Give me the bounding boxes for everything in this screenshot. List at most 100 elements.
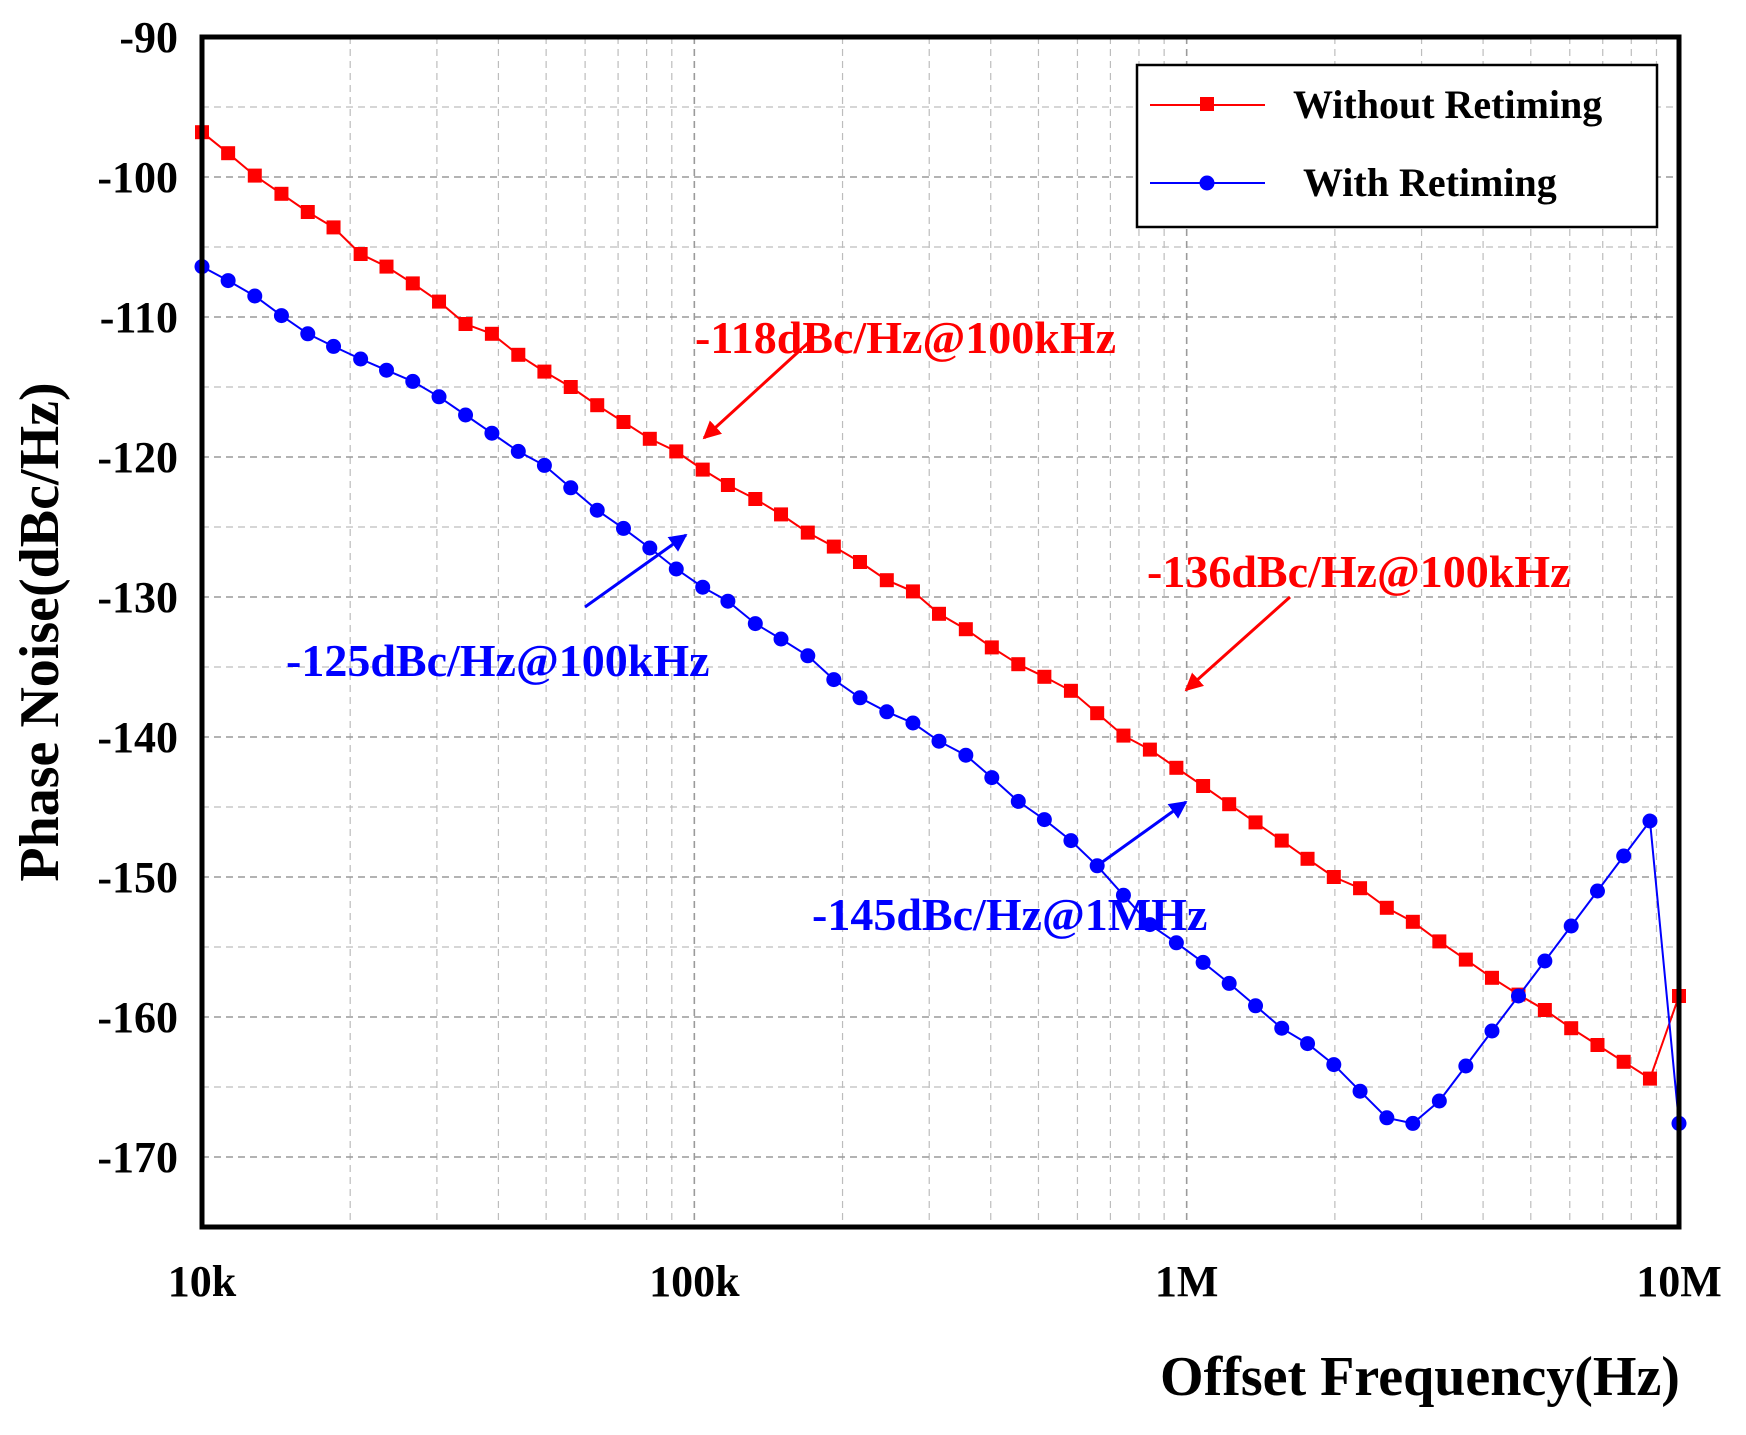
y-tick-label: -170: [97, 1133, 178, 1182]
data-point: [326, 338, 342, 354]
data-point: [1063, 683, 1078, 698]
data-point: [1432, 934, 1447, 949]
data-point: [563, 380, 578, 394]
y-tick-label: -110: [100, 293, 178, 342]
data-point: [826, 672, 842, 688]
data-point: [300, 205, 315, 219]
data-point: [800, 648, 816, 664]
data-point: [1115, 887, 1131, 903]
data-point: [1537, 953, 1553, 969]
data-point: [484, 326, 499, 341]
data-point: [1510, 988, 1526, 1004]
data-point: [720, 478, 735, 492]
y-tick-label: -160: [97, 993, 178, 1042]
y-tick-label: -120: [97, 433, 178, 482]
data-point: [458, 407, 474, 423]
data-point: [300, 326, 316, 342]
x-tick-label: 100k: [649, 1257, 740, 1306]
data-point: [220, 273, 236, 289]
data-point: [247, 288, 263, 304]
data-point: [958, 622, 973, 637]
data-point: [852, 690, 868, 706]
annotation-blue-1m: -145dBc/Hz@1MHz: [812, 889, 1207, 940]
data-point: [1537, 1003, 1552, 1017]
data-point: [1352, 1083, 1368, 1099]
data-point: [432, 294, 447, 309]
data-point: [879, 704, 895, 720]
data-point: [1642, 813, 1658, 829]
data-point: [590, 398, 605, 413]
annotation-arrow-blue-100k: [584, 533, 688, 609]
data-point: [1405, 1115, 1421, 1131]
data-point: [668, 561, 684, 577]
data-point: [1274, 1020, 1290, 1036]
data-point: [1010, 793, 1026, 809]
data-point: [616, 415, 631, 429]
data-point: [905, 584, 920, 599]
annotation-arrow-red-1m: [1184, 595, 1291, 692]
data-point: [1300, 851, 1315, 866]
data-point: [984, 770, 1000, 786]
annotation-arrow-red-100k: [702, 341, 810, 440]
data-point: [1564, 1021, 1579, 1036]
data-point: [642, 540, 658, 556]
data-point: [774, 507, 789, 522]
data-point: [1168, 935, 1184, 951]
annotation-red-100k: -118dBc/Hz@100kHz: [695, 312, 1116, 363]
annotation-arrow-blue-1m: [1093, 800, 1188, 870]
data-point: [931, 733, 947, 749]
legend-label-with-retiming: With Retiming: [1303, 160, 1557, 205]
data-point: [221, 146, 236, 161]
data-point: [958, 747, 974, 763]
data-point: [405, 276, 420, 291]
annotation-red-1m: -136dBc/Hz@100kHz: [1147, 546, 1571, 597]
data-point: [458, 317, 473, 331]
data-point: [984, 640, 999, 655]
data-point: [1563, 918, 1579, 934]
annotation-blue-100k: -125dBc/Hz@100kHz: [286, 635, 710, 686]
data-point: [537, 364, 552, 379]
y-tick-label: -130: [97, 573, 178, 622]
data-point: [1642, 1071, 1657, 1086]
data-point: [484, 425, 500, 441]
data-point: [1011, 657, 1026, 672]
data-point: [589, 502, 605, 518]
legend: Without Retiming With Retiming: [1135, 63, 1659, 229]
legend-marker-with-retiming: [1199, 175, 1215, 191]
data-point: [1037, 669, 1052, 684]
data-point: [563, 480, 579, 496]
data-point: [510, 443, 526, 459]
data-point: [1326, 1057, 1342, 1073]
data-point: [720, 593, 736, 609]
data-point: [642, 431, 657, 446]
series-layer: [194, 125, 1687, 1131]
x-tick-label: 10M: [1636, 1257, 1722, 1306]
plot-frame: [199, 34, 1682, 1230]
data-point: [1379, 1110, 1395, 1126]
data-point: [1405, 914, 1420, 929]
data-point: [615, 520, 631, 536]
data-point: [379, 259, 394, 274]
data-point: [1196, 779, 1211, 793]
tick-labels: 10k 100k 1M 10M -90 -100 -110 -120 -130 -140 -150 -…: [97, 13, 1721, 1306]
data-point: [1616, 1054, 1631, 1069]
data-point: [274, 186, 289, 201]
data-point: [879, 573, 894, 588]
data-point: [1248, 998, 1264, 1014]
data-point: [748, 492, 763, 506]
data-point: [1458, 1058, 1474, 1074]
data-point: [1274, 833, 1289, 848]
data-point: [536, 457, 552, 473]
data-point: [669, 444, 684, 459]
legend-marker-without-retiming: [1200, 97, 1214, 111]
data-point: [405, 373, 421, 389]
annotations: -118dBc/Hz@100kHz -136dBc/Hz@100kHz -125…: [286, 312, 1571, 940]
x-tick-label: 10k: [168, 1257, 237, 1306]
data-point: [1142, 917, 1158, 933]
data-point: [1379, 900, 1394, 915]
data-point: [1484, 970, 1499, 985]
legend-label-without-retiming: Without Retiming: [1293, 82, 1602, 127]
y-tick-label: -90: [119, 13, 178, 62]
data-point: [1036, 812, 1052, 828]
